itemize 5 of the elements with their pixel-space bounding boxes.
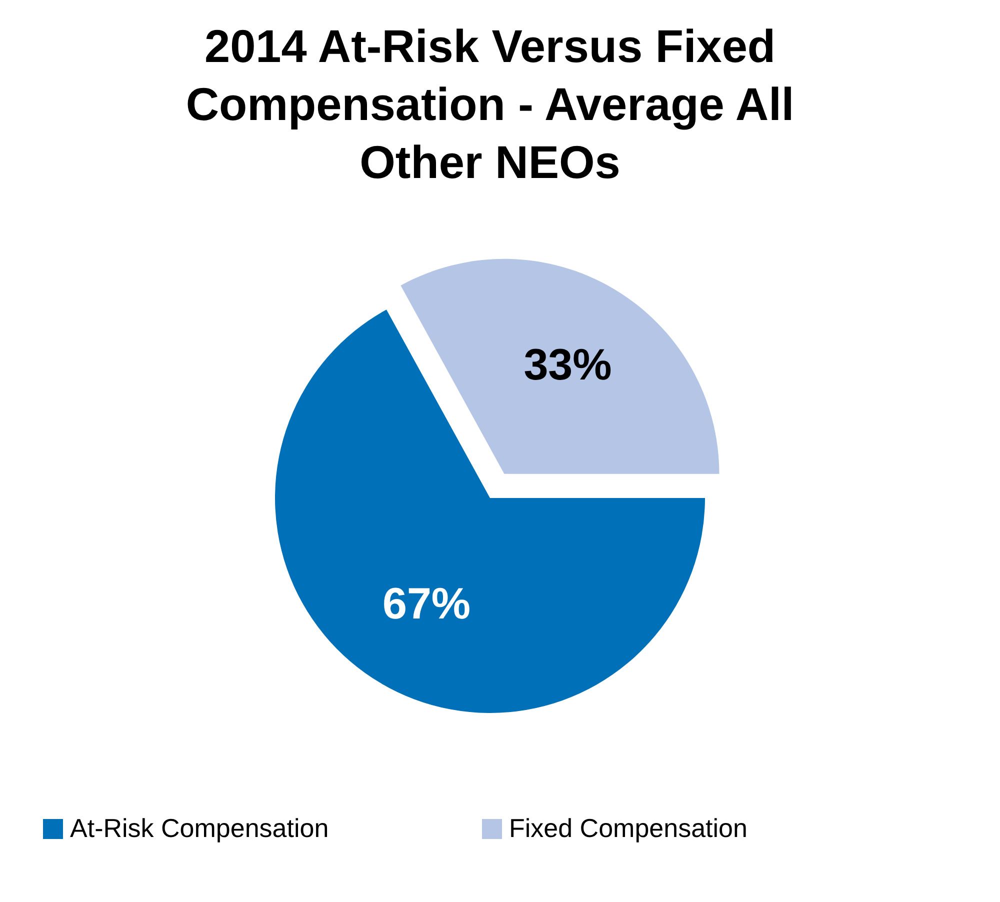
data-label: 33% [524, 340, 612, 390]
legend-label: Fixed Compensation [509, 813, 748, 843]
data-label: 67% [382, 579, 471, 628]
legend-label: At-Risk Compensation [70, 813, 329, 843]
chart-title: 2014 At-Risk Versus Fixed Compensation - Average All Other NEOs [186, 20, 794, 188]
